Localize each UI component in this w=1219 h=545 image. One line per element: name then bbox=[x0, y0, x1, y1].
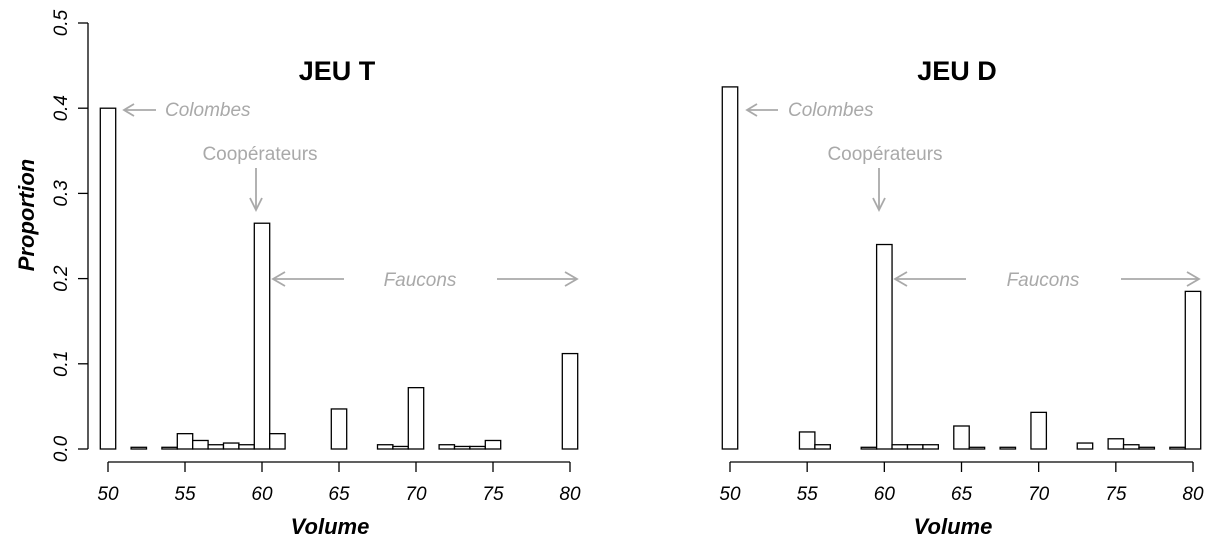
bar-80 bbox=[561, 352, 579, 450]
bar-75 bbox=[1107, 438, 1125, 450]
bar-61 bbox=[269, 433, 286, 450]
faucons-arrow-left-head bbox=[271, 271, 286, 287]
bar-72 bbox=[438, 444, 456, 450]
x-axis-title: Volume bbox=[291, 514, 370, 539]
y-tick-label: 0.5 bbox=[51, 9, 72, 36]
y-tick-label: 0.1 bbox=[51, 351, 72, 377]
bar-52 bbox=[130, 446, 148, 450]
x-tick-label: 50 bbox=[719, 484, 741, 505]
bar-50 bbox=[721, 86, 739, 450]
bar-57 bbox=[207, 444, 225, 450]
faucons-label: Faucons bbox=[1007, 270, 1080, 291]
bar-59 bbox=[238, 444, 255, 450]
y-axis: 0.0 0.1 0.2 0.3 0.4 0.5 bbox=[51, 9, 89, 462]
x-tick-label: 50 bbox=[97, 484, 119, 505]
faucons-arrow-right-head bbox=[564, 271, 579, 287]
bar-55 bbox=[798, 431, 816, 450]
bar-55 bbox=[176, 433, 194, 450]
bar-70 bbox=[407, 387, 425, 450]
bar-60 bbox=[253, 222, 271, 450]
x-tick-label: 70 bbox=[405, 484, 427, 505]
x-tick-label: 75 bbox=[1105, 484, 1127, 505]
x-axis-title: Volume bbox=[914, 514, 993, 539]
panel-jeu-d: JEU D Volume 50 55 60 65 70 75 80 Colombes Coo… bbox=[719, 56, 1204, 539]
bar-58 bbox=[222, 442, 240, 450]
bar-63 bbox=[922, 444, 940, 450]
x-tick-label: 75 bbox=[482, 484, 504, 505]
x-tick-label: 65 bbox=[328, 484, 350, 505]
panel-jeu-t: JEU T Proportion Volume 0.00.10.20.30.40… bbox=[14, 9, 581, 539]
y-axis-title: Proportion bbox=[14, 159, 39, 271]
bar-69 bbox=[392, 445, 409, 450]
bars bbox=[721, 86, 1202, 450]
cooperateurs-arrow-head bbox=[249, 197, 263, 213]
bar-76 bbox=[1122, 444, 1140, 450]
cooperateurs-arrow-head bbox=[872, 197, 886, 213]
bar-59 bbox=[860, 446, 878, 450]
bar-61 bbox=[891, 444, 909, 450]
bar-73 bbox=[1076, 442, 1094, 450]
bar-73 bbox=[453, 445, 471, 450]
bar-60 bbox=[875, 243, 893, 450]
bar-74 bbox=[469, 445, 486, 450]
bar-56 bbox=[814, 444, 831, 450]
bar-68 bbox=[999, 446, 1017, 450]
bar-62 bbox=[906, 444, 924, 450]
x-tick-label: 60 bbox=[874, 484, 896, 505]
bar-66 bbox=[968, 446, 986, 450]
colombes-label: Colombes bbox=[165, 100, 251, 121]
x-axis: 50 55 60 65 70 75 80 bbox=[97, 461, 581, 505]
bar-50 bbox=[99, 107, 117, 450]
y-tick-label: 0.0 bbox=[51, 435, 72, 462]
panel-title: JEU D bbox=[917, 56, 997, 86]
x-tick-label: 55 bbox=[174, 484, 196, 505]
y-tick-label: 0.4 bbox=[51, 95, 72, 121]
bar-75 bbox=[484, 439, 502, 450]
x-tick-label: 55 bbox=[797, 484, 819, 505]
x-tick-label: 70 bbox=[1028, 484, 1050, 505]
faucons-arrow-right-head bbox=[1186, 271, 1201, 287]
colombes-label: Colombes bbox=[788, 100, 874, 121]
bar-77 bbox=[1138, 446, 1156, 450]
x-axis: 50 55 60 65 70 75 80 bbox=[719, 461, 1204, 505]
y-tick-label: 0.3 bbox=[51, 180, 72, 207]
bar-79 bbox=[1169, 446, 1186, 450]
bar-70 bbox=[1030, 411, 1048, 450]
x-tick-label: 80 bbox=[559, 484, 581, 505]
x-tick-label: 65 bbox=[951, 484, 973, 505]
bar-65 bbox=[330, 408, 348, 450]
colombes-arrow-head bbox=[745, 103, 758, 117]
faucons-label: Faucons bbox=[384, 270, 457, 291]
bars bbox=[99, 107, 579, 450]
cooperateurs-label: Coopérateurs bbox=[202, 144, 317, 165]
x-tick-label: 80 bbox=[1182, 484, 1204, 505]
bar-68 bbox=[376, 444, 394, 450]
bar-80 bbox=[1184, 290, 1202, 450]
x-tick-label: 60 bbox=[251, 484, 273, 505]
colombes-arrow-head bbox=[122, 103, 135, 117]
y-tick-label: 0.2 bbox=[51, 265, 72, 292]
bar-54 bbox=[161, 446, 178, 450]
panel-title: JEU T bbox=[299, 56, 376, 86]
cooperateurs-label: Coopérateurs bbox=[827, 144, 942, 165]
bar-56 bbox=[192, 439, 209, 450]
faucons-arrow-left-head bbox=[893, 271, 908, 287]
bar-65 bbox=[953, 425, 970, 450]
